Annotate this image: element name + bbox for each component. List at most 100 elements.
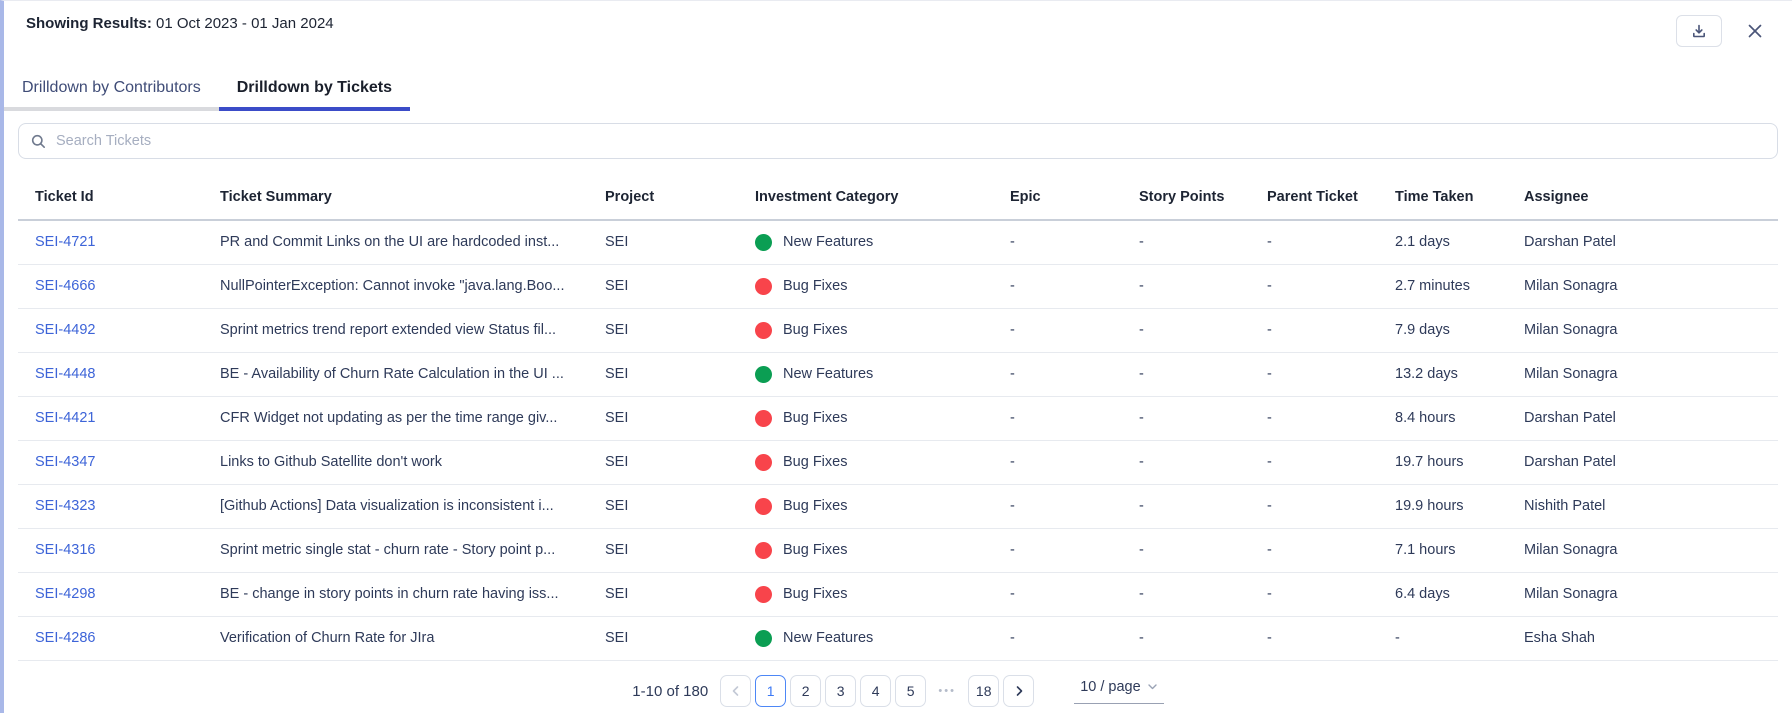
table-row: SEI-4448 BE - Availability of Churn Rate… (18, 352, 1778, 397)
category-label: Bug Fixes (783, 586, 848, 602)
cell-assignee: Darshan Patel (1524, 220, 1778, 265)
cell-parent-ticket: - (1267, 396, 1395, 441)
table-row: SEI-4323 [Github Actions] Data visualiza… (18, 484, 1778, 529)
col-header-assignee: Assignee (1524, 175, 1778, 221)
table-row: SEI-4298 BE - change in story points in … (18, 572, 1778, 617)
cell-parent-ticket: - (1267, 264, 1395, 309)
cell-story-points: - (1139, 572, 1267, 617)
table-row: SEI-4666 NullPointerException: Cannot in… (18, 264, 1778, 309)
cell-ticket-id: SEI-4492 (18, 308, 220, 353)
page-button-18[interactable]: 18 (968, 675, 1000, 707)
cell-ticket-summary: Links to Github Satellite don't work (220, 440, 605, 485)
download-button[interactable] (1676, 15, 1722, 47)
col-header-time-taken: Time Taken (1395, 175, 1524, 221)
cell-assignee: Milan Sonagra (1524, 352, 1778, 397)
cell-ticket-id: SEI-4448 (18, 352, 220, 397)
table-row: SEI-4721 PR and Commit Links on the UI a… (18, 220, 1778, 265)
col-header-epic: Epic (1010, 175, 1139, 221)
cell-time-taken: 6.4 days (1395, 572, 1524, 617)
cell-story-points: - (1139, 484, 1267, 529)
drilldown-tabs: Drilldown by Contributors Drilldown by T… (4, 77, 1792, 111)
page-button-2[interactable]: 2 (790, 675, 822, 707)
page-button-5[interactable]: 5 (895, 675, 927, 707)
category-label: Bug Fixes (783, 322, 848, 338)
category-dot-icon (755, 410, 772, 427)
category-dot-icon (755, 322, 772, 339)
cell-story-points: - (1139, 352, 1267, 397)
cell-assignee: Milan Sonagra (1524, 308, 1778, 353)
category-label: Bug Fixes (783, 498, 848, 514)
table-row: SEI-4286 Verification of Churn Rate for … (18, 616, 1778, 661)
ticket-link[interactable]: SEI-4347 (35, 454, 96, 470)
cell-ticket-summary: [Github Actions] Data visualization is i… (220, 484, 605, 529)
cell-project: SEI (605, 572, 755, 617)
cell-investment-category: New Features (755, 352, 1010, 397)
cell-project: SEI (605, 440, 755, 485)
search-input[interactable] (56, 133, 1765, 149)
page-button-4[interactable]: 4 (860, 675, 892, 707)
ticket-link[interactable]: SEI-4421 (35, 410, 96, 426)
cell-ticket-summary: Sprint metric single stat - churn rate -… (220, 528, 605, 573)
cell-project: SEI (605, 616, 755, 661)
cell-ticket-id: SEI-4421 (18, 396, 220, 441)
category-label: Bug Fixes (783, 542, 848, 558)
cell-investment-category: Bug Fixes (755, 264, 1010, 309)
category-dot-icon (755, 366, 772, 383)
cell-story-points: - (1139, 308, 1267, 353)
table-row: SEI-4492 Sprint metrics trend report ext… (18, 308, 1778, 353)
cell-ticket-summary: BE - change in story points in churn rat… (220, 572, 605, 617)
cell-ticket-id: SEI-4298 (18, 572, 220, 617)
ticket-link[interactable]: SEI-4298 (35, 586, 96, 602)
chevron-left-icon (730, 685, 742, 697)
cell-project: SEI (605, 484, 755, 529)
col-header-ticket-id: Ticket Id (18, 175, 220, 221)
topbar-actions (1676, 15, 1764, 47)
cell-investment-category: Bug Fixes (755, 528, 1010, 573)
tab-drilldown-by-contributors[interactable]: Drilldown by Contributors (4, 77, 219, 111)
next-page-button[interactable] (1003, 675, 1035, 707)
cell-assignee: Milan Sonagra (1524, 264, 1778, 309)
ticket-link[interactable]: SEI-4316 (35, 542, 96, 558)
cell-time-taken: 2.1 days (1395, 220, 1524, 265)
category-dot-icon (755, 498, 772, 515)
page-button-1[interactable]: 1 (755, 675, 787, 707)
cell-investment-category: Bug Fixes (755, 308, 1010, 353)
cell-assignee: Esha Shah (1524, 616, 1778, 661)
page-button-3[interactable]: 3 (825, 675, 857, 707)
page-size-select[interactable]: 10 / page (1074, 679, 1164, 704)
col-header-ticket-summary: Ticket Summary (220, 175, 605, 221)
cell-time-taken: 2.7 minutes (1395, 264, 1524, 309)
cell-parent-ticket: - (1267, 308, 1395, 353)
cell-ticket-summary: NullPointerException: Cannot invoke "jav… (220, 264, 605, 309)
table-row: SEI-4421 CFR Widget not updating as per … (18, 396, 1778, 441)
cell-time-taken: 19.7 hours (1395, 440, 1524, 485)
category-dot-icon (755, 454, 772, 471)
showing-results-label: Showing Results: (26, 15, 152, 32)
ticket-link[interactable]: SEI-4666 (35, 278, 96, 294)
cell-ticket-id: SEI-4721 (18, 220, 220, 265)
cell-assignee: Nishith Patel (1524, 484, 1778, 529)
ticket-link[interactable]: SEI-4323 (35, 498, 96, 514)
cell-project: SEI (605, 220, 755, 265)
cell-parent-ticket: - (1267, 352, 1395, 397)
prev-page-button[interactable] (720, 675, 752, 707)
col-header-story-points: Story Points (1139, 175, 1267, 221)
chevron-right-icon (1013, 685, 1025, 697)
col-header-project: Project (605, 175, 755, 221)
cell-investment-category: New Features (755, 616, 1010, 661)
pagination-ellipsis[interactable]: ••• (938, 685, 956, 697)
cell-assignee: Darshan Patel (1524, 440, 1778, 485)
ticket-link[interactable]: SEI-4448 (35, 366, 96, 382)
cell-parent-ticket: - (1267, 572, 1395, 617)
cell-parent-ticket: - (1267, 220, 1395, 265)
cell-ticket-summary: Verification of Churn Rate for JIra (220, 616, 605, 661)
ticket-link[interactable]: SEI-4721 (35, 234, 96, 250)
ticket-link[interactable]: SEI-4492 (35, 322, 96, 338)
cell-ticket-summary: CFR Widget not updating as per the time … (220, 396, 605, 441)
table-row: SEI-4316 Sprint metric single stat - chu… (18, 528, 1778, 573)
close-button[interactable] (1746, 15, 1764, 47)
ticket-link[interactable]: SEI-4286 (35, 630, 96, 646)
category-dot-icon (755, 542, 772, 559)
category-dot-icon (755, 278, 772, 295)
tab-drilldown-by-tickets[interactable]: Drilldown by Tickets (218, 77, 411, 111)
